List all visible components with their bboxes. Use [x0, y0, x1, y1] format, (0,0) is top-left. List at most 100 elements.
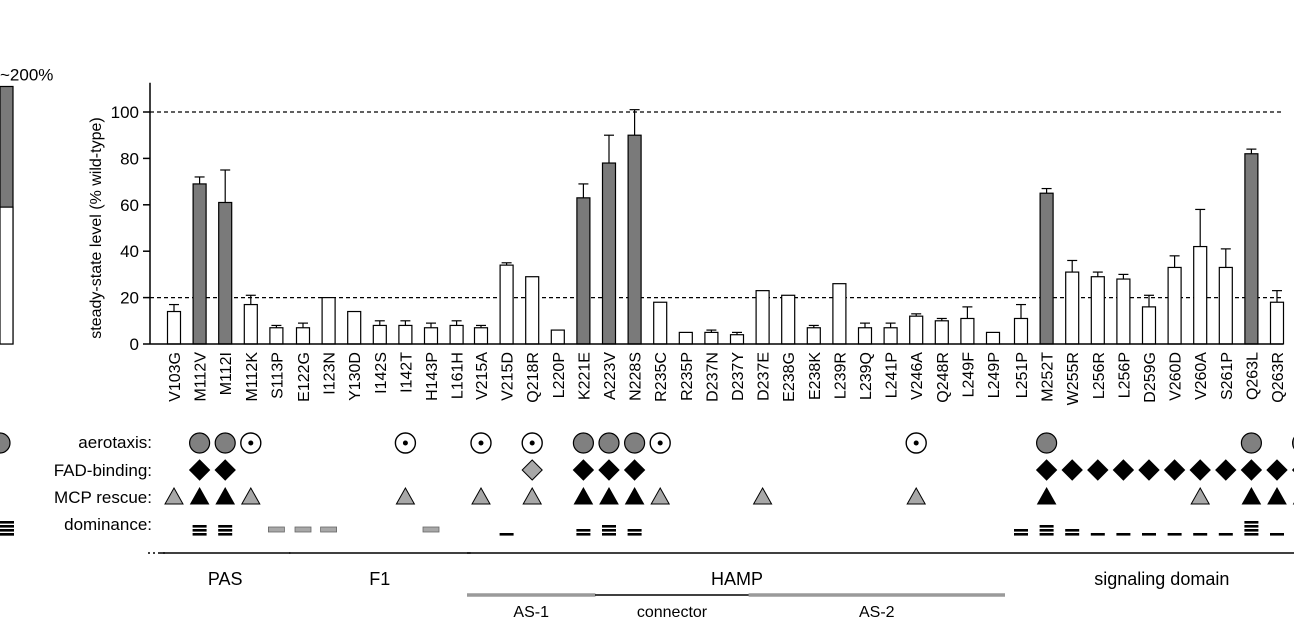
dominance-bar	[576, 533, 591, 536]
bar-V246A	[909, 315, 924, 345]
x-tick-label: D237Y	[730, 352, 747, 401]
x-tick-label: L249P	[986, 352, 1003, 398]
dominance-bar	[192, 529, 207, 532]
x-tick-label: D259G	[1142, 352, 1159, 403]
fad-diamond-marker	[521, 459, 543, 481]
dominance-bar	[1065, 529, 1080, 532]
y-tick-label: 100	[111, 103, 139, 122]
x-tick-label: M112K	[244, 352, 261, 402]
fad-diamond-marker	[1061, 459, 1083, 481]
dominance-bar	[1167, 533, 1182, 536]
dominance-bar	[192, 533, 207, 536]
fad-diamond-marker	[214, 459, 236, 481]
fad-diamond-marker	[572, 459, 595, 481]
row-label-aerotaxis: aerotaxis:	[78, 433, 152, 452]
bar-Q263R	[1269, 301, 1285, 345]
x-tick-label: Q218R	[525, 352, 542, 403]
x-tick-label: L161H	[450, 352, 467, 399]
dominance-bar	[1193, 533, 1208, 536]
x-tick-label: I142S	[373, 352, 390, 394]
domain-label: signaling domain	[1094, 569, 1229, 589]
mcp-triangle-marker	[624, 486, 645, 505]
x-tick-label: V260A	[1193, 352, 1210, 400]
aerotaxis-circle-marker	[1240, 432, 1263, 454]
x-tick-label: Q248R	[935, 352, 952, 403]
bar-D259G	[1141, 306, 1157, 345]
bar-M112I	[218, 201, 233, 345]
domain-label: PAS	[208, 569, 243, 589]
x-tick-label: V260D	[1168, 352, 1185, 401]
aerotaxis-circle-marker	[214, 432, 236, 454]
dominance-bar	[0, 525, 14, 528]
mcp-triangle-marker	[752, 486, 773, 505]
aerotaxis-dot-center	[529, 440, 535, 446]
mcp-triangle-marker	[1241, 486, 1262, 505]
x-tick-label: E238K	[807, 352, 824, 400]
mcp-triangle-marker	[1190, 486, 1211, 505]
dominance-gray-marker	[294, 526, 312, 533]
mcp-triangle-marker	[599, 486, 619, 505]
bar-N228S	[627, 134, 642, 345]
dominance-bar	[1039, 525, 1054, 528]
dominance-bar	[218, 525, 233, 528]
fad-diamond-marker	[598, 459, 620, 481]
mcp-triangle-marker	[395, 486, 416, 505]
bar-M252T	[1039, 192, 1054, 345]
x-tick-label: Y130D	[347, 352, 364, 401]
bar-E238G	[781, 294, 796, 345]
domain-label: HAMP	[711, 569, 763, 589]
x-tick-label: R235P	[679, 352, 696, 401]
y-tick-label: 80	[120, 149, 139, 168]
x-tick-label: M112V	[193, 352, 210, 402]
bar-V215A	[473, 327, 489, 345]
x-tick-label: L251P	[1014, 352, 1031, 398]
y-tick-label: 40	[120, 242, 139, 261]
x-tick-label: N228S	[628, 352, 645, 401]
x-tick-label: D237E	[756, 352, 773, 401]
bar-V215D	[499, 264, 514, 345]
x-tick-label: D237N	[704, 352, 721, 402]
dominance-bar	[192, 525, 207, 528]
bar-L249F	[960, 317, 975, 345]
x-tick-label: L256R	[1091, 352, 1108, 399]
bar-R268G	[0, 206, 14, 345]
dominance-bar	[218, 533, 233, 536]
dominance-bar	[602, 533, 616, 536]
dominance-bar	[1039, 533, 1054, 536]
fad-diamond-marker	[623, 459, 646, 481]
dominance-bar	[576, 529, 591, 532]
x-tick-label: K221E	[576, 352, 593, 400]
bar-Q248R	[934, 320, 949, 345]
fad-diamond-marker	[1138, 459, 1160, 481]
x-tick-label: V215D	[500, 352, 517, 401]
bar-L249P	[985, 331, 1001, 345]
bar-L161H	[449, 324, 464, 345]
aerotaxis-dot-center	[913, 440, 919, 446]
bar-E238K	[806, 327, 821, 345]
x-tick-label: L256P	[1116, 352, 1133, 398]
y-tick-label: 60	[120, 196, 139, 215]
bar-Q263L	[1244, 153, 1259, 345]
dominance-bar	[0, 529, 14, 532]
x-tick-label: V103G	[167, 352, 184, 402]
bar-L256R	[1090, 276, 1105, 345]
fad-diamond-marker	[1189, 459, 1211, 481]
dominance-bar	[499, 533, 514, 536]
bar-V103G	[166, 310, 182, 345]
bar-W255R	[1065, 271, 1080, 345]
x-tick-label: M252T	[1040, 352, 1057, 402]
dominance-bar	[1244, 525, 1259, 528]
mcp-triangle-marker	[215, 486, 236, 505]
bar-K221E	[576, 197, 591, 345]
bar-D237N	[704, 331, 719, 345]
bar-I142S	[372, 324, 387, 345]
domain-brackets: PAS F1 HAMP signaling domain AS-1 connector AS…	[148, 552, 1294, 621]
subdomain-label: AS-1	[513, 604, 549, 621]
aerotaxis-circle-marker	[0, 432, 11, 454]
dominance-bar	[1270, 533, 1284, 536]
subdomain-label: connector	[637, 604, 708, 621]
dominance-bar	[1065, 533, 1080, 536]
dominance-bar	[1142, 533, 1156, 536]
dominance-bar	[1244, 533, 1259, 536]
